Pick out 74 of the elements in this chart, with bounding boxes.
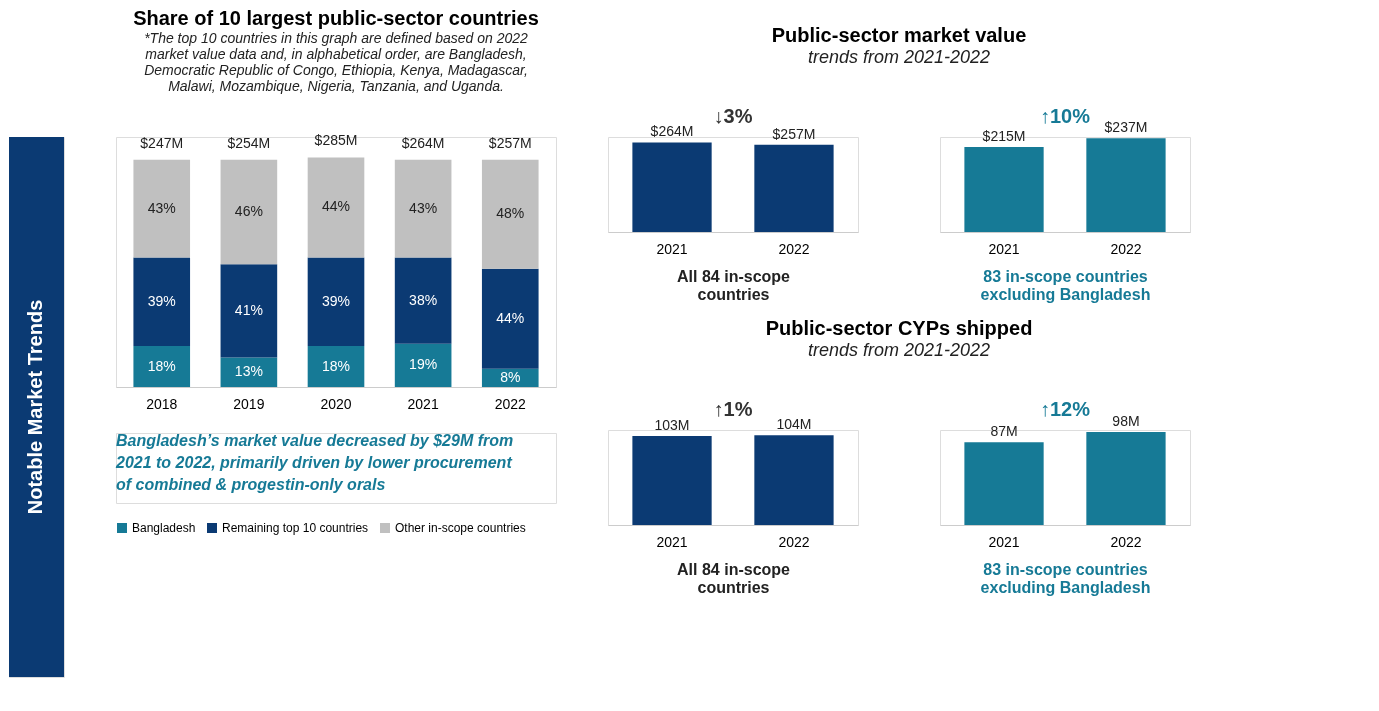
- text: $247M: [140, 134, 184, 151]
- text: trends from 2021-2022: [807, 339, 991, 360]
- text: ↑10%: [1039, 105, 1091, 127]
- text: $254M: [227, 134, 271, 151]
- bar: [220, 264, 278, 358]
- chart-subtitle: *The top 10 countries in this graph are defined based on 2022 market value data and, in alphabetical order, are Bangladesh, Democratic Republic of Congo, Ethiopia, Kenya, Madagascar, Malawi, Mozambique, Nigeria, Tanzania, and Uganda.: [144, 30, 529, 95]
- bar: [307, 157, 365, 258]
- legend-label: Remaining top 10 countries: [222, 521, 369, 535]
- text: Public-sector CYPs shipped: [765, 316, 1033, 339]
- bar: [133, 346, 191, 387]
- text: ↑12%: [1039, 398, 1091, 420]
- data-label: 13%: [234, 363, 263, 380]
- chart-title: Share of 10 largest public-sector countries: [133, 7, 539, 30]
- x-tick-label: 2020: [320, 395, 352, 412]
- x-tick-label: 2021: [656, 533, 688, 550]
- data-label: $215M: [982, 127, 1026, 144]
- data-label: $237M: [1104, 119, 1148, 136]
- x-tick-label: 2022: [1110, 240, 1142, 257]
- x-tick-label: 2019: [233, 395, 265, 412]
- legend-label: Other in-scope countries: [395, 521, 526, 535]
- data-label: 43%: [409, 199, 438, 216]
- text: $257M: [488, 134, 532, 151]
- x-tick-label: 2022: [494, 395, 527, 412]
- data-label: 44%: [496, 309, 525, 326]
- bar: [307, 346, 365, 387]
- data-label: 103M: [654, 417, 690, 434]
- data-label: $264M: [650, 123, 694, 140]
- x-axis-title: All 84 in-scope countries: [677, 560, 791, 596]
- data-label: 46%: [234, 203, 263, 219]
- bar: [394, 343, 452, 387]
- x-tick-label: 2021: [988, 533, 1020, 550]
- bar: [394, 257, 452, 344]
- x-tick-label: 2022: [778, 533, 810, 550]
- text: ↓3%: [713, 105, 753, 127]
- text: Bangladesh’s market value decreased by $29M from 2021 to 2022, primarily driven by lower procurement of combined & progestin-only orals: [115, 432, 514, 493]
- x-tick-label: 2022: [1110, 533, 1142, 550]
- x-axis-title: 83 in-scope countries excluding Bangladesh: [980, 560, 1151, 596]
- data-label: 98M: [1112, 412, 1140, 429]
- bar: [133, 257, 191, 347]
- data-label: 39%: [321, 292, 351, 309]
- text: Public-sector market value: [771, 23, 1027, 46]
- data-label: $257M: [772, 125, 816, 142]
- x-tick-label: 2021: [656, 240, 688, 257]
- x-tick-label: 2018: [146, 395, 178, 412]
- x-tick-label: 2022: [778, 240, 810, 257]
- data-label: 19%: [409, 356, 438, 373]
- data-label: 104M: [776, 416, 812, 433]
- data-label: 18%: [321, 357, 351, 374]
- data-label: 87M: [990, 423, 1018, 440]
- data-label: 18%: [147, 357, 176, 374]
- data-label: 39%: [147, 292, 176, 309]
- bar: [481, 268, 539, 369]
- bar: [481, 159, 539, 269]
- data-label: 44%: [321, 198, 351, 215]
- x-axis-title: All 84 in-scope countries: [677, 267, 791, 303]
- data-label: 48%: [496, 205, 525, 222]
- data-label: 38%: [409, 291, 438, 308]
- data-label: 8%: [500, 368, 521, 385]
- data-label: 41%: [234, 301, 263, 318]
- x-tick-label: 2021: [407, 395, 439, 412]
- text: $264M: [401, 134, 445, 151]
- bar: [394, 159, 452, 258]
- text: $285M: [314, 132, 358, 149]
- x-axis-title: 83 in-scope countries excluding Bangladesh: [980, 267, 1151, 303]
- x-tick-label: 2021: [988, 240, 1020, 257]
- legend-label: Bangladesh: [132, 521, 196, 535]
- bar: [220, 159, 278, 265]
- text: Notable Market Trends: [24, 299, 46, 515]
- bar: [307, 257, 365, 347]
- text: trends from 2021-2022: [807, 46, 991, 67]
- bar: [220, 357, 278, 387]
- text: ↑1%: [713, 398, 753, 420]
- data-label: 43%: [147, 199, 176, 216]
- bar: [133, 159, 191, 258]
